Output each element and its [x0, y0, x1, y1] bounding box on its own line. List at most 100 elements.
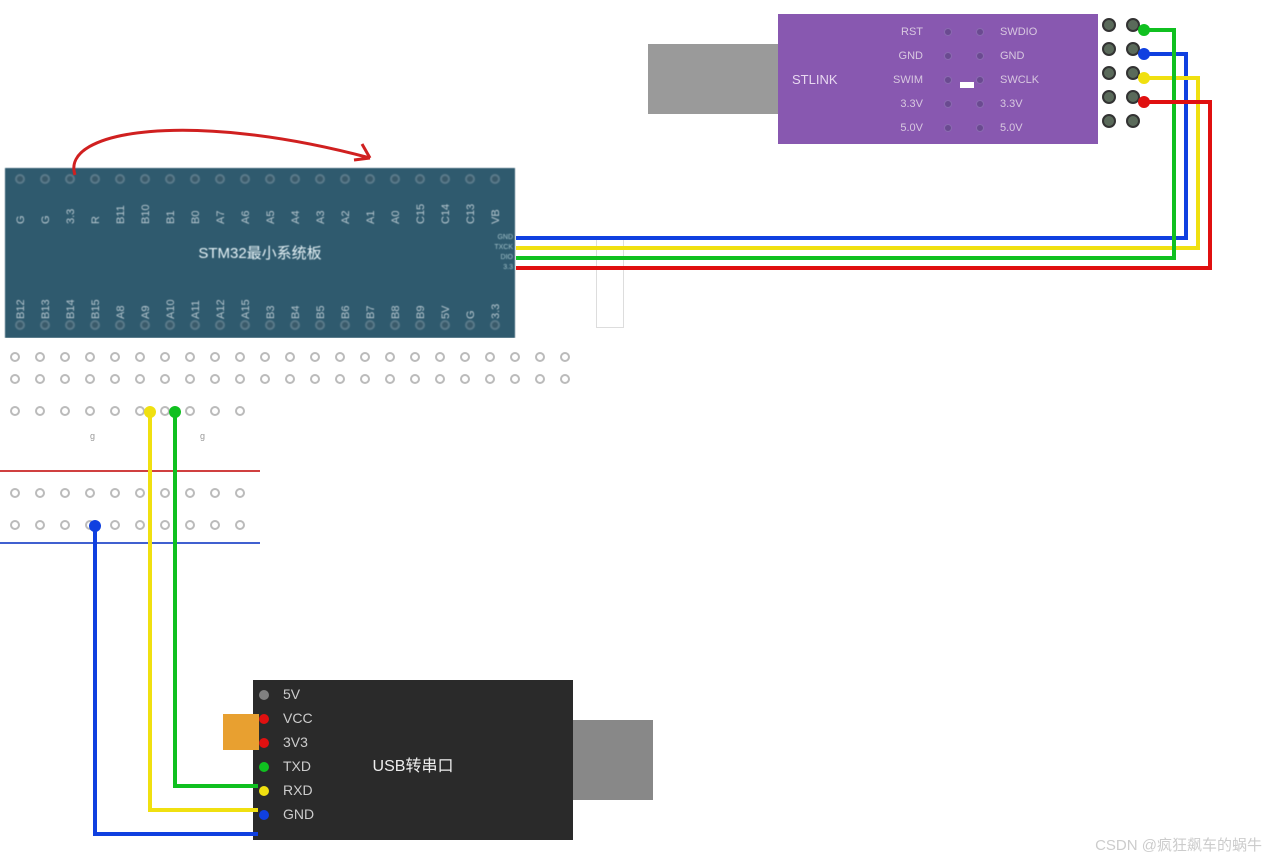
- stm-top-label-C14: C14: [440, 204, 452, 224]
- stlink-left-5.0V: 5.0V: [873, 122, 923, 134]
- stm-bot-pin-B7: [365, 320, 375, 330]
- stm-top-label-A3: A3: [315, 211, 327, 224]
- bb-upper-hole: [485, 374, 495, 384]
- stm-top-label-A5: A5: [265, 211, 277, 224]
- bb-lower-hole: [10, 406, 20, 416]
- stlink-right-5.0V: 5.0V: [1000, 122, 1023, 134]
- stm-top-label-G: G: [15, 215, 27, 224]
- bb-upper-hole: [260, 374, 270, 384]
- stm-bot-pin-B3: [265, 320, 275, 330]
- stm-bot-pin-A10: [165, 320, 175, 330]
- bb-upper-hole: [510, 374, 520, 384]
- stm-bot-label-A12: A12: [215, 299, 227, 319]
- bb-upper-hole: [310, 374, 320, 384]
- bb-upper-hole: [285, 352, 295, 362]
- bb-upper-hole: [35, 352, 45, 362]
- stlink-breakout-pin: [1102, 18, 1116, 32]
- usb-label-5V: 5V: [283, 686, 300, 702]
- stm-bot-label-3.3: 3.3: [490, 304, 502, 319]
- usb-pin-VCC: [259, 714, 269, 724]
- stm-bot-label-B4: B4: [290, 306, 302, 319]
- stm-bot-label-B15: B15: [90, 299, 102, 319]
- stm-top-label-R: R: [90, 216, 102, 224]
- bb-upper-hole: [510, 352, 520, 362]
- usb-pin-RXD: [259, 786, 269, 796]
- stm-bot-label-A10: A10: [165, 299, 177, 319]
- bb-lower-hole: [85, 406, 95, 416]
- stm-top-pin-A1: [365, 174, 375, 184]
- stm-bot-label-B3: B3: [265, 306, 277, 319]
- swd-label-gnd: GND: [497, 234, 513, 241]
- stm-bot-label-A15: A15: [240, 299, 252, 319]
- stm-top-pin-B0: [190, 174, 200, 184]
- stm-bot-pin-B8: [390, 320, 400, 330]
- bb-rail-hole: [110, 520, 120, 530]
- stm-top-label-A0: A0: [390, 211, 402, 224]
- bb-upper-hole: [435, 352, 445, 362]
- stm-bot-label-A8: A8: [115, 306, 127, 319]
- bb-lower-hole: [210, 406, 220, 416]
- bb-rail-hole: [10, 488, 20, 498]
- stm-bot-pin-A15: [240, 320, 250, 330]
- stm-top-label-3.3: 3.3: [65, 209, 77, 224]
- stm-top-pin-B1: [165, 174, 175, 184]
- breadboard: g g: [0, 338, 590, 563]
- swd-label-dio: DIO: [501, 254, 513, 261]
- stm-top-label-A2: A2: [340, 211, 352, 224]
- stm-top-label-A4: A4: [290, 211, 302, 224]
- stlink-pin: [976, 100, 984, 108]
- stm-top-pin-A0: [390, 174, 400, 184]
- bb-upper-hole: [560, 352, 570, 362]
- bb-rail-hole: [210, 488, 220, 498]
- stm-bot-pin-B9: [415, 320, 425, 330]
- usb-serial-board: USB转串口 5VVCC3V3TXDRXDGND: [253, 680, 573, 840]
- bb-upper-hole: [235, 352, 245, 362]
- stm-top-label-A1: A1: [365, 211, 377, 224]
- stm-top-label-VB: VB: [490, 209, 502, 224]
- bb-upper-hole: [460, 374, 470, 384]
- stm-top-pin-A4: [290, 174, 300, 184]
- stlink-right-3.3V: 3.3V: [1000, 98, 1023, 110]
- usb-label-VCC: VCC: [283, 710, 313, 726]
- stm-bot-label-A9: A9: [140, 306, 152, 319]
- stm-top-pin-B11: [115, 174, 125, 184]
- stlink-pin: [944, 28, 952, 36]
- stm-bot-pin-A12: [215, 320, 225, 330]
- bb-rail-hole: [185, 488, 195, 498]
- stlink-pin: [944, 52, 952, 60]
- bb-upper-hole: [410, 352, 420, 362]
- bb-upper-hole: [185, 352, 195, 362]
- usb-pin-GND: [259, 810, 269, 820]
- bb-upper-hole: [460, 352, 470, 362]
- stlink-breakout: [1102, 18, 1152, 142]
- bb-rail-hole: [160, 520, 170, 530]
- stm-top-label-B11: B11: [115, 205, 127, 224]
- bb-lower-hole: [185, 406, 195, 416]
- stm-top-label-A6: A6: [240, 211, 252, 224]
- usb-pin-TXD: [259, 762, 269, 772]
- stlink-board: STLINK RSTSWDIOGNDGNDSWIMSWCLK3.3V3.3V5.…: [778, 14, 1098, 144]
- bb-rail-hole: [235, 520, 245, 530]
- stm-bot-pin-A8: [115, 320, 125, 330]
- usb-label-GND: GND: [283, 806, 314, 822]
- stm-top-label-B10: B10: [140, 204, 152, 224]
- stlink-left-3.3V: 3.3V: [873, 98, 923, 110]
- bb-lower-hole: [60, 406, 70, 416]
- bb-lower-hole: [235, 406, 245, 416]
- stm-bot-label-B14: B14: [65, 299, 77, 319]
- bb-upper-hole: [410, 374, 420, 384]
- bb-upper-hole: [185, 374, 195, 384]
- watermark: CSDN @疯狂飙车的蜗牛: [1095, 834, 1262, 855]
- usb-label-RXD: RXD: [283, 782, 313, 798]
- swd-label-3v3: 3.3: [503, 264, 513, 271]
- stm-top-pin-A5: [265, 174, 275, 184]
- bb-rail-hole: [210, 520, 220, 530]
- bb-rail-hole: [60, 488, 70, 498]
- stm-top-pin-C15: [415, 174, 425, 184]
- stm-top-pin-A7: [215, 174, 225, 184]
- bb-lower-hole: [135, 406, 145, 416]
- stlink-pin: [944, 124, 952, 132]
- stm-top-pin-A6: [240, 174, 250, 184]
- bb-upper-hole: [360, 352, 370, 362]
- stlink-right-GND: GND: [1000, 50, 1024, 62]
